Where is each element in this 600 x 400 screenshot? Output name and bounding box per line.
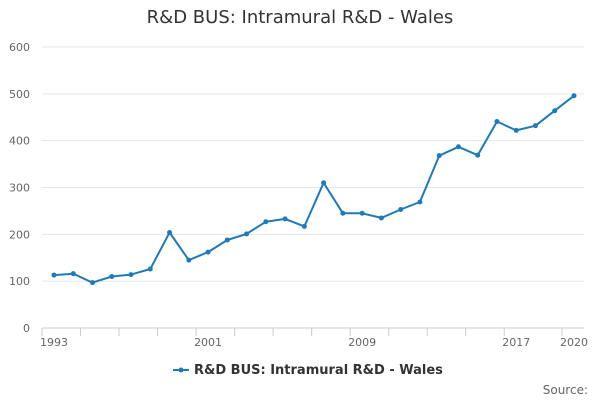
source-credit: Source:	[543, 383, 588, 397]
data-point[interactable]	[398, 207, 404, 213]
series-line	[53, 94, 575, 284]
data-point[interactable]	[321, 180, 327, 186]
data-point[interactable]	[263, 219, 269, 225]
data-point[interactable]	[128, 272, 134, 278]
data-point[interactable]	[417, 199, 423, 205]
y-tick-label: 600	[9, 41, 30, 54]
data-point[interactable]	[436, 153, 442, 159]
x-tick-label: 2001	[194, 336, 222, 349]
legend-marker	[178, 367, 184, 373]
data-point[interactable]	[90, 280, 96, 286]
data-point[interactable]	[244, 231, 250, 237]
chart-title: R&D BUS: Intramural R&D - Wales	[146, 7, 454, 28]
data-point[interactable]	[205, 249, 211, 255]
data-point[interactable]	[70, 271, 76, 277]
data-point[interactable]	[552, 108, 558, 114]
data-point[interactable]	[532, 123, 538, 129]
data-point[interactable]	[224, 237, 230, 243]
x-tick-label: 2009	[348, 336, 376, 349]
data-point[interactable]	[301, 223, 307, 229]
y-tick-label: 100	[9, 275, 30, 288]
data-point[interactable]	[475, 152, 481, 158]
data-point[interactable]	[186, 257, 192, 263]
data-point[interactable]	[167, 229, 173, 235]
data-point[interactable]	[340, 210, 346, 216]
data-point[interactable]	[455, 144, 461, 150]
y-tick-label: 500	[9, 88, 30, 101]
data-point[interactable]	[513, 127, 519, 133]
data-point[interactable]	[494, 118, 500, 124]
data-point[interactable]	[109, 273, 115, 279]
x-tick-label: 1993	[40, 336, 68, 349]
data-point[interactable]	[51, 272, 57, 278]
x-tick-label: 2020	[560, 336, 588, 349]
data-point[interactable]	[359, 210, 365, 216]
y-tick-label: 300	[9, 182, 30, 195]
y-tick-label: 200	[9, 228, 30, 241]
data-point[interactable]	[571, 93, 577, 99]
data-point[interactable]	[282, 216, 288, 222]
data-point[interactable]	[147, 266, 153, 272]
y-tick-label: 0	[23, 322, 30, 335]
data-point[interactable]	[378, 215, 384, 221]
x-tick-label: 2017	[502, 336, 530, 349]
legend-label[interactable]: R&D BUS: Intramural R&D - Wales	[194, 363, 443, 378]
y-tick-label: 400	[9, 135, 30, 148]
